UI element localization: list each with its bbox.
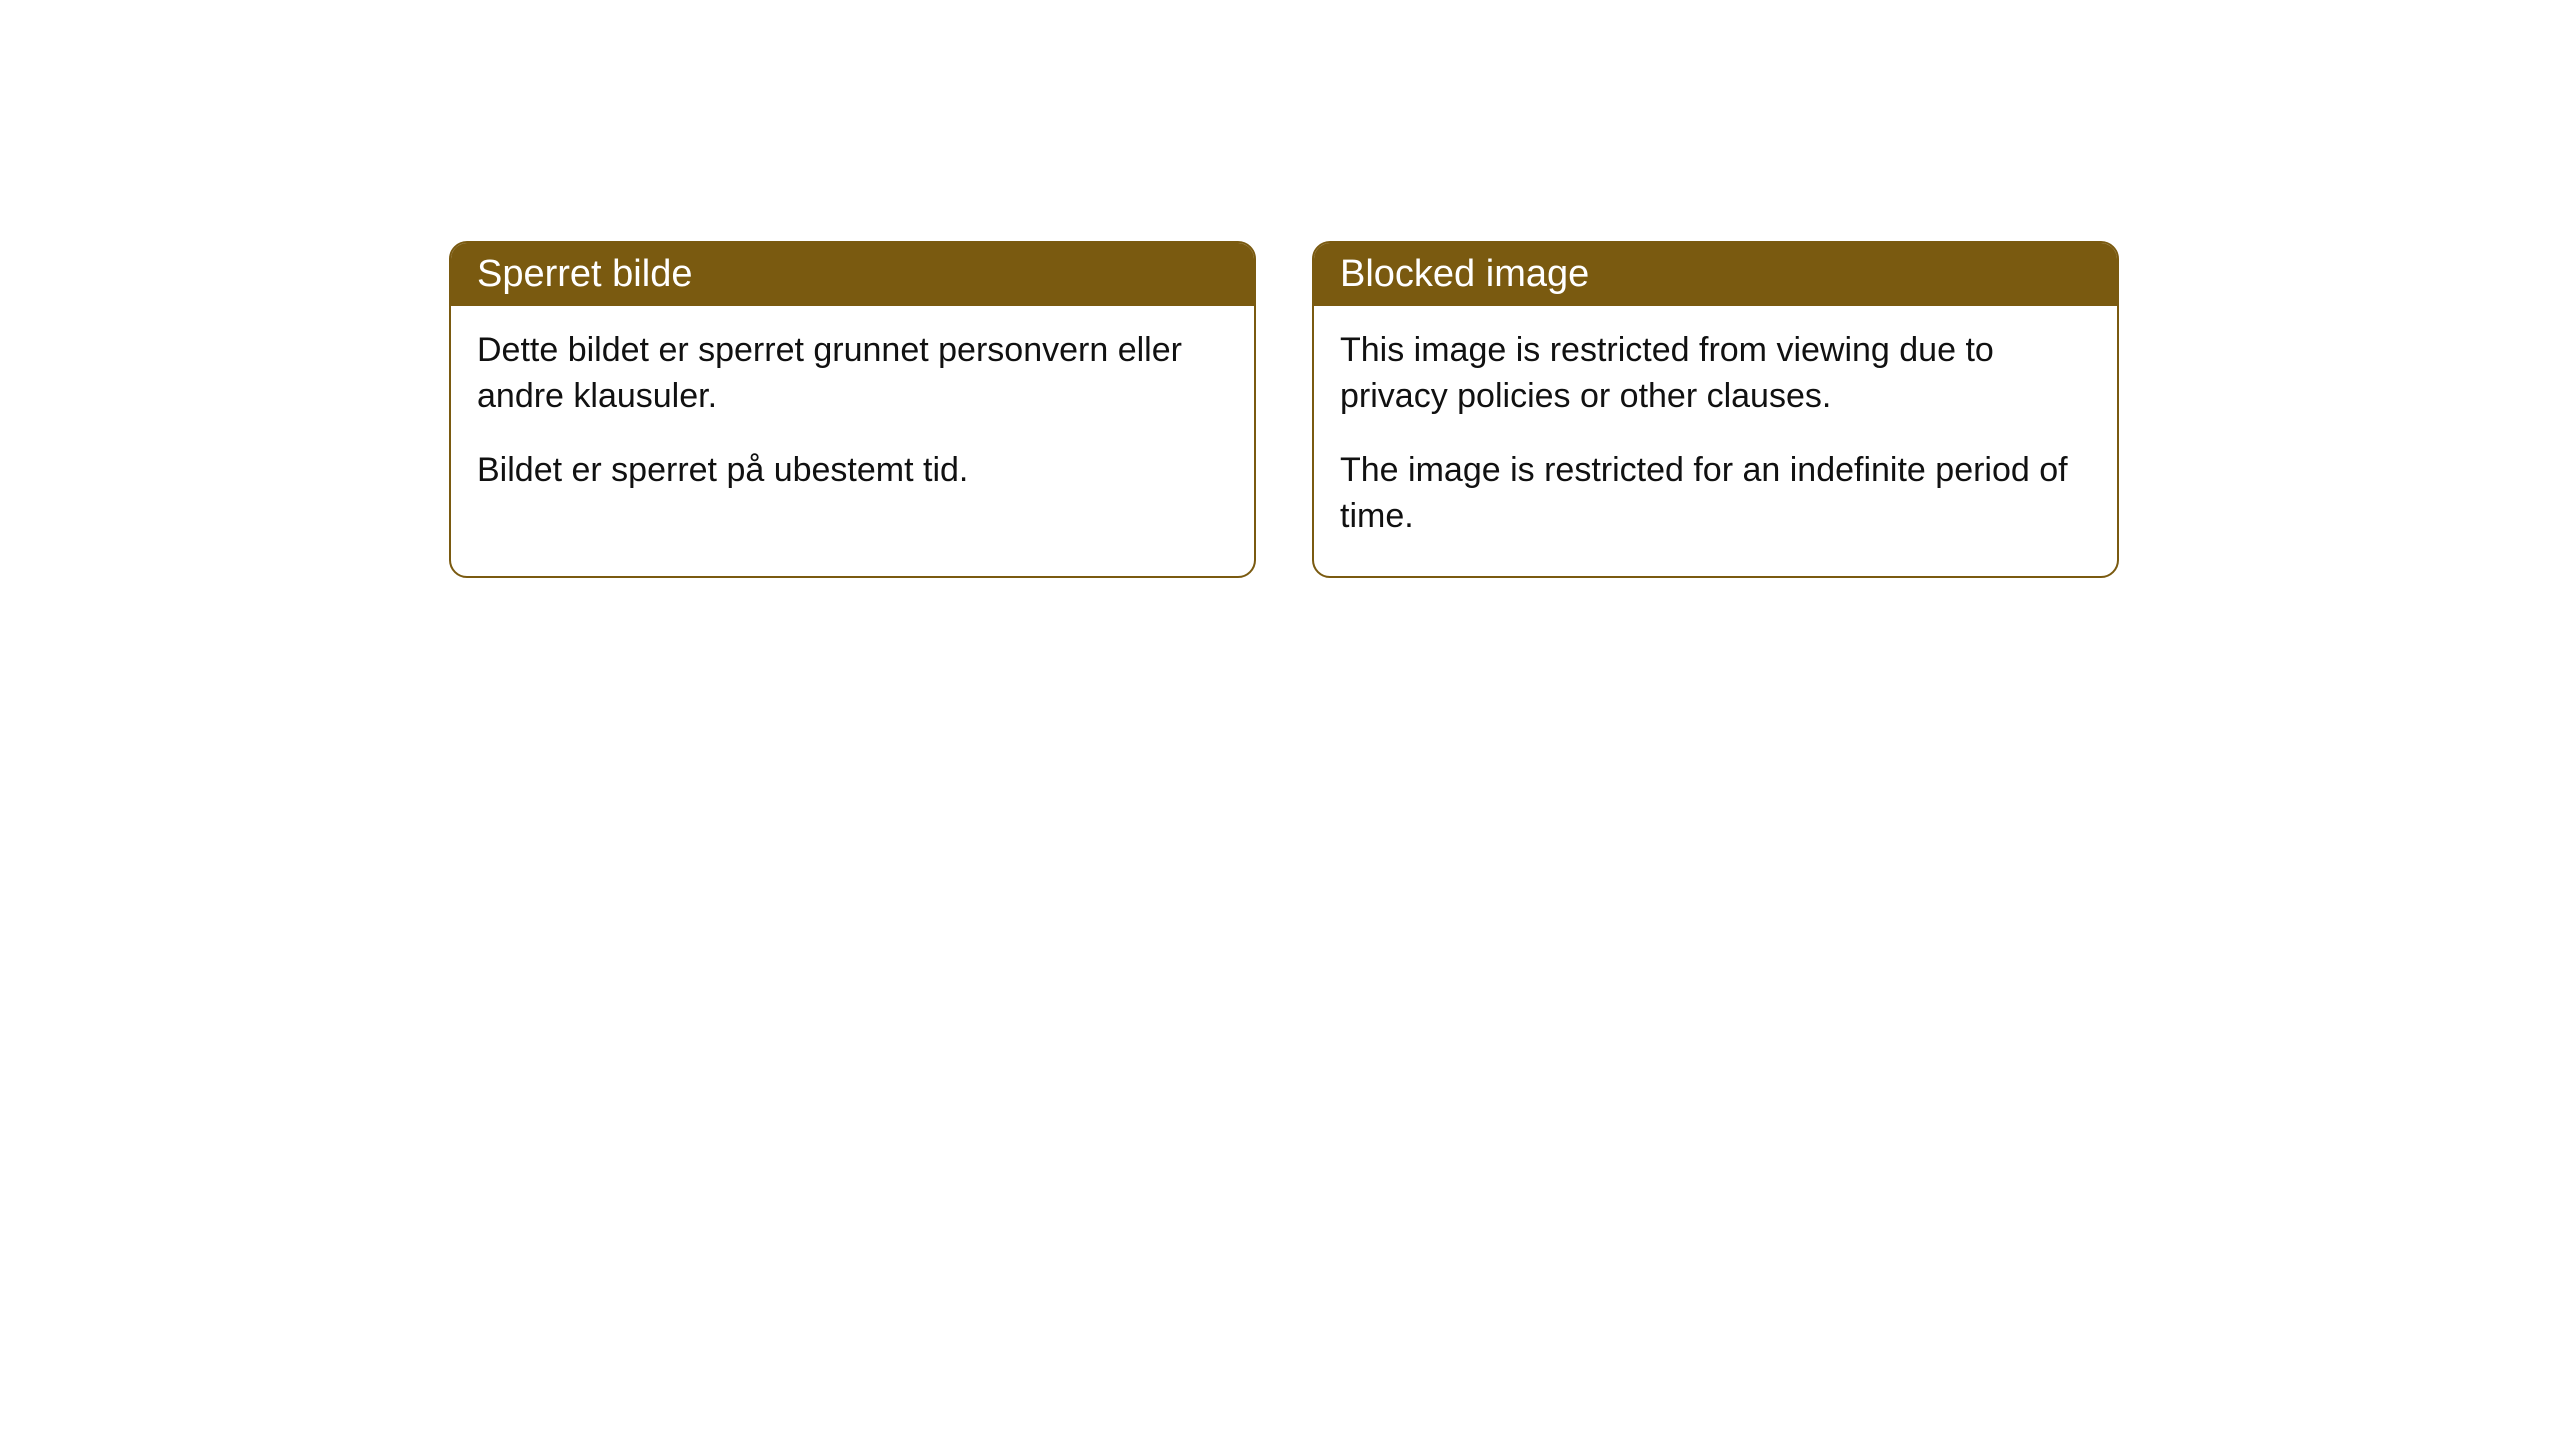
notice-title-en: Blocked image	[1314, 243, 2117, 306]
notice-card-en: Blocked image This image is restricted f…	[1312, 241, 2119, 578]
notice-title-no: Sperret bilde	[451, 243, 1254, 306]
notice-body-no: Dette bildet er sperret grunnet personve…	[451, 306, 1254, 530]
notice-para2-en: The image is restricted for an indefinit…	[1340, 448, 2091, 540]
notice-para1-no: Dette bildet er sperret grunnet personve…	[477, 328, 1228, 420]
notice-card-no: Sperret bilde Dette bildet er sperret gr…	[449, 241, 1256, 578]
notice-container: Sperret bilde Dette bildet er sperret gr…	[449, 241, 2119, 578]
notice-para1-en: This image is restricted from viewing du…	[1340, 328, 2091, 420]
notice-para2-no: Bildet er sperret på ubestemt tid.	[477, 448, 1228, 494]
notice-body-en: This image is restricted from viewing du…	[1314, 306, 2117, 576]
